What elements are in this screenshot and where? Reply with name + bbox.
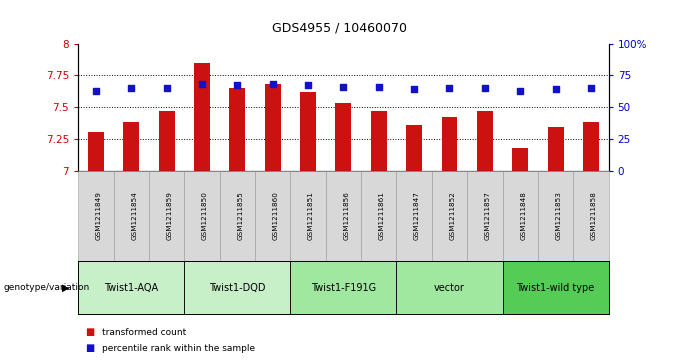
Text: ▶: ▶	[62, 283, 70, 293]
Text: GSM1211855: GSM1211855	[237, 192, 243, 240]
Text: GSM1211861: GSM1211861	[379, 192, 385, 240]
Text: GSM1211854: GSM1211854	[131, 192, 137, 240]
Bar	[88, 132, 104, 171]
Point	[338, 84, 349, 90]
Text: GSM1211848: GSM1211848	[520, 192, 526, 240]
Point	[515, 88, 526, 94]
Point	[126, 85, 137, 91]
Text: GSM1211859: GSM1211859	[167, 192, 173, 240]
Text: Twist1-DQD: Twist1-DQD	[209, 283, 266, 293]
Point	[90, 88, 101, 94]
Text: GSM1211850: GSM1211850	[202, 192, 208, 240]
Text: vector: vector	[434, 283, 465, 293]
Text: genotype/variation: genotype/variation	[3, 283, 90, 292]
Text: percentile rank within the sample: percentile rank within the sample	[102, 344, 255, 353]
Point	[197, 81, 207, 87]
Text: GSM1211857: GSM1211857	[485, 192, 491, 240]
Bar	[265, 84, 281, 171]
Bar	[229, 88, 245, 171]
Bar	[123, 122, 139, 171]
Point	[303, 83, 313, 89]
Text: GSM1211851: GSM1211851	[308, 192, 314, 240]
Text: GDS4955 / 10460070: GDS4955 / 10460070	[273, 22, 407, 35]
Text: GSM1211856: GSM1211856	[343, 192, 350, 240]
Bar	[194, 63, 210, 171]
Bar	[441, 117, 458, 171]
Bar	[335, 103, 352, 171]
Point	[409, 86, 420, 92]
Text: Twist1-F191G: Twist1-F191G	[311, 283, 376, 293]
Point	[479, 85, 490, 91]
Bar	[547, 127, 564, 171]
Text: GSM1211853: GSM1211853	[556, 192, 562, 240]
Bar	[477, 111, 493, 171]
Text: GSM1211847: GSM1211847	[414, 192, 420, 240]
Point	[550, 86, 561, 92]
Bar	[406, 125, 422, 171]
Text: GSM1211849: GSM1211849	[96, 192, 102, 240]
Bar	[158, 111, 175, 171]
Point	[232, 83, 243, 89]
Text: GSM1211860: GSM1211860	[273, 192, 279, 240]
Text: Twist1-wild type: Twist1-wild type	[516, 283, 595, 293]
Text: GSM1211858: GSM1211858	[591, 192, 597, 240]
Point	[444, 85, 455, 91]
Point	[161, 85, 172, 91]
Text: ■: ■	[85, 343, 95, 354]
Text: Twist1-AQA: Twist1-AQA	[104, 283, 158, 293]
Text: ■: ■	[85, 327, 95, 337]
Text: transformed count: transformed count	[102, 328, 186, 337]
Point	[585, 85, 596, 91]
Point	[373, 84, 384, 90]
Bar	[371, 111, 387, 171]
Point	[267, 81, 278, 87]
Bar	[583, 122, 599, 171]
Text: GSM1211852: GSM1211852	[449, 192, 456, 240]
Bar	[512, 148, 528, 171]
Bar	[300, 92, 316, 171]
